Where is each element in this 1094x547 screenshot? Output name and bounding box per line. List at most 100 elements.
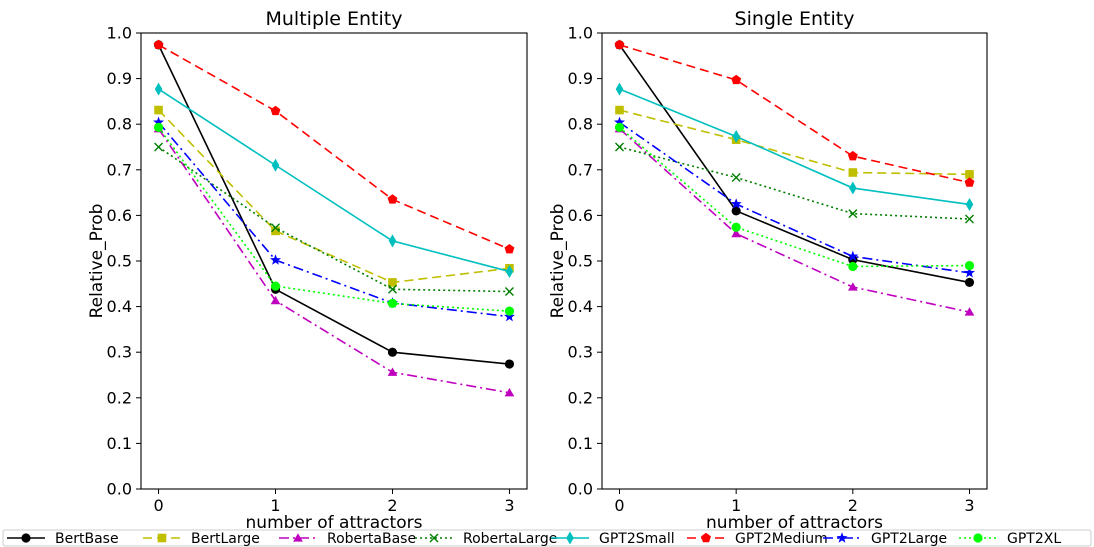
legend-marker <box>836 532 848 543</box>
series-line <box>618 44 970 284</box>
plot-frame <box>601 32 988 490</box>
data-point <box>965 214 974 224</box>
series-bertbase <box>153 40 515 369</box>
legend-entry: RobertaLarge <box>415 531 557 547</box>
y-tick-label: 0.3 <box>107 343 132 362</box>
data-point <box>270 295 281 305</box>
y-tick-label: 0.9 <box>568 69 593 88</box>
data-point <box>613 116 626 128</box>
y-tick-label: 1.0 <box>568 24 593 43</box>
data-point <box>615 82 624 96</box>
data-point <box>504 243 515 254</box>
data-point <box>154 82 163 96</box>
data-point <box>154 105 163 115</box>
x-tick-label: 0 <box>614 496 624 515</box>
data-point <box>963 267 976 278</box>
data-point <box>503 310 515 322</box>
legend-entry: BertBase <box>7 531 119 547</box>
data-point <box>965 170 974 179</box>
data-point <box>848 209 858 219</box>
series-line <box>619 146 970 220</box>
series-gpt2xl <box>153 122 515 316</box>
y-tick-label: 0.2 <box>107 388 132 407</box>
y-tick-label: 1.0 <box>107 24 132 43</box>
series-line <box>158 44 510 250</box>
data-point <box>847 150 858 161</box>
series-gpt2small <box>615 82 974 211</box>
y-tick-label: 0.6 <box>568 206 593 225</box>
legend-label: BertLarge <box>191 531 260 547</box>
y-axis-label: Relative_Prob <box>87 204 107 319</box>
legend-label: RobertaLarge <box>463 531 557 547</box>
series-line <box>619 88 970 206</box>
data-point <box>730 198 742 209</box>
x-tick-label: 1 <box>731 496 741 515</box>
legend-label: GPT2XL <box>1007 531 1061 547</box>
series-line <box>618 128 970 313</box>
series-gpt2large <box>613 116 976 278</box>
y-tick-label: 0.3 <box>568 343 593 362</box>
series-bertlarge <box>615 105 974 179</box>
y-tick-label: 0.5 <box>568 252 593 271</box>
data-point <box>964 277 975 288</box>
chart-title: Single Entity <box>735 8 855 30</box>
data-point <box>614 39 625 50</box>
data-point <box>504 387 515 397</box>
x-tick-label: 1 <box>270 496 280 515</box>
series-bertbase <box>614 40 975 288</box>
legend-marker <box>429 533 439 543</box>
series-line <box>619 44 970 184</box>
series-line <box>158 146 510 293</box>
series-robertalarge <box>154 142 514 297</box>
x-tick-label: 0 <box>153 496 163 515</box>
series-robertabase <box>614 123 975 316</box>
legend-entry: BertLarge <box>143 531 260 547</box>
data-point <box>847 250 859 262</box>
legend-label: BertBase <box>55 531 119 547</box>
series-gpt2xl <box>614 122 975 272</box>
data-point <box>388 234 397 248</box>
legend-entry: GPT2Large <box>823 531 947 547</box>
data-point <box>505 264 514 278</box>
series-line <box>157 44 510 365</box>
legend-entry: GPT2Small <box>551 531 675 547</box>
series-gpt2medium <box>153 39 515 254</box>
y-tick-label: 0.5 <box>107 252 132 271</box>
data-point <box>964 177 975 187</box>
y-tick-label: 0.7 <box>568 160 593 179</box>
data-point <box>731 206 741 216</box>
data-point <box>848 261 858 272</box>
legend-marker <box>566 531 574 545</box>
data-point <box>847 282 858 291</box>
x-axis-label: number of attractors <box>706 513 883 533</box>
data-point <box>270 281 281 291</box>
series-line <box>158 88 510 273</box>
legend-marker <box>973 533 983 543</box>
data-point <box>271 223 281 233</box>
y-tick-label: 0.7 <box>107 160 132 179</box>
legend: BertBase BertLarge RobertaBase RobertaLarge… <box>2 529 1092 547</box>
series-line <box>157 126 510 312</box>
data-point <box>387 347 398 357</box>
data-point <box>965 197 974 211</box>
series-line <box>618 126 970 268</box>
data-point <box>731 74 742 85</box>
series-gpt2medium <box>614 39 975 187</box>
data-point <box>270 105 281 116</box>
x-tick-label: 2 <box>387 496 397 515</box>
data-point <box>270 254 282 265</box>
series-line <box>157 128 510 394</box>
plot-frame <box>140 32 528 490</box>
legend-box <box>2 529 1092 547</box>
data-point <box>615 142 624 152</box>
data-point <box>964 260 975 271</box>
data-point <box>387 298 398 309</box>
chart-multiple-entity: Multiple Entity 0.0 0.1 0.2 0.3 0.4 0.5 0.6 0.7 0… <box>87 8 528 533</box>
data-point <box>615 105 624 115</box>
y-tick-label: 0.8 <box>107 115 132 134</box>
legend-marker <box>701 532 711 543</box>
data-point <box>849 181 857 195</box>
data-point <box>153 122 164 132</box>
y-tick-label: 0.9 <box>107 69 132 88</box>
